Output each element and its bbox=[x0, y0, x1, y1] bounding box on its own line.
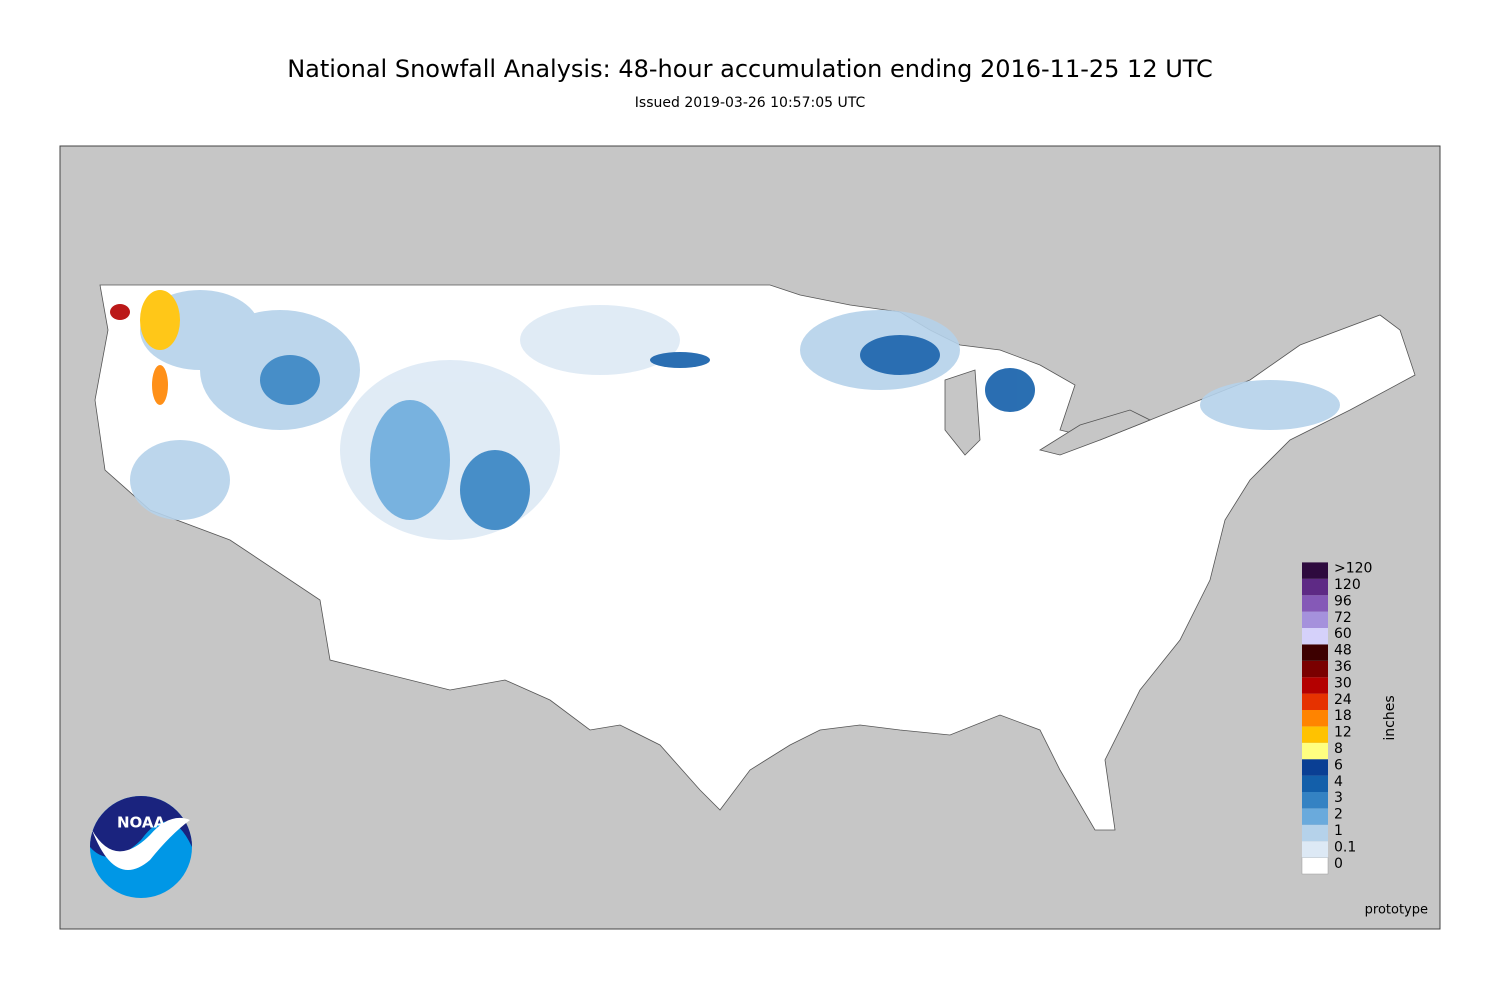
legend-swatch bbox=[1302, 595, 1328, 612]
subtitle: Issued 2019-03-26 10:57:05 UTC bbox=[635, 95, 866, 111]
legend-label: 6 bbox=[1334, 757, 1343, 773]
legend-swatch bbox=[1302, 841, 1328, 858]
legend-label: 12 bbox=[1334, 725, 1352, 741]
legend: inches 00.1123468121824303648607296120>1… bbox=[1301, 561, 1398, 875]
snow bbox=[520, 305, 680, 375]
legend-swatch bbox=[1302, 677, 1328, 694]
legend-swatch bbox=[1302, 578, 1328, 596]
legend-swatch bbox=[1302, 628, 1328, 645]
legend-swatch bbox=[1302, 726, 1328, 743]
snow bbox=[130, 440, 230, 520]
legend-label: 48 bbox=[1334, 643, 1352, 659]
legend-label: 0 bbox=[1334, 856, 1343, 872]
legend-label: 4 bbox=[1334, 774, 1343, 790]
legend-swatch bbox=[1302, 792, 1328, 809]
legend-label: 60 bbox=[1334, 626, 1352, 642]
logo-gull bbox=[92, 817, 190, 870]
map bbox=[59, 145, 1441, 930]
legend-label: 96 bbox=[1334, 593, 1352, 609]
legend-swatch bbox=[1302, 775, 1328, 792]
legend-label: 72 bbox=[1334, 610, 1352, 626]
snow bbox=[370, 400, 450, 520]
logo-top bbox=[90, 796, 192, 857]
legend-label: 1 bbox=[1334, 823, 1343, 839]
footer-note: prototype bbox=[1365, 903, 1428, 918]
legend-label: 3 bbox=[1334, 790, 1343, 806]
legend-swatch bbox=[1302, 693, 1328, 710]
lake-erie bbox=[1038, 409, 1151, 456]
legend-label: 36 bbox=[1334, 659, 1352, 675]
title: National Snowfall Analysis: 48-hour accu… bbox=[287, 55, 1213, 83]
legend-swatch bbox=[1302, 660, 1328, 678]
logo-text: NOAA bbox=[117, 814, 166, 832]
snow bbox=[260, 355, 320, 405]
legend-swatch bbox=[1302, 742, 1328, 760]
legend-label: 8 bbox=[1334, 741, 1343, 757]
legend-swatch bbox=[1302, 710, 1328, 727]
legend-label: 18 bbox=[1334, 708, 1352, 724]
legend-label: 30 bbox=[1334, 675, 1352, 691]
noaa-logo: NOAA bbox=[90, 796, 192, 898]
snow bbox=[460, 450, 530, 530]
legend-label: 2 bbox=[1334, 807, 1343, 823]
legend-swatch bbox=[1302, 562, 1328, 579]
legend-title: inches bbox=[1382, 695, 1398, 740]
legend-label: 24 bbox=[1334, 692, 1352, 708]
snow bbox=[650, 352, 710, 368]
snow bbox=[985, 368, 1035, 412]
legend-label: >120 bbox=[1334, 561, 1372, 577]
snow-areas bbox=[110, 290, 1340, 540]
legend-label: 0.1 bbox=[1334, 839, 1356, 855]
snow bbox=[1200, 380, 1340, 430]
snow bbox=[860, 335, 940, 375]
snow bbox=[140, 290, 180, 350]
legend-swatch bbox=[1302, 759, 1328, 776]
snow bbox=[110, 304, 130, 320]
snow bbox=[152, 365, 168, 405]
legend-swatch bbox=[1302, 611, 1328, 628]
legend-swatch bbox=[1302, 824, 1328, 842]
legend-label: 120 bbox=[1334, 577, 1361, 593]
legend-swatch bbox=[1301, 857, 1329, 875]
lake-michigan bbox=[944, 369, 981, 456]
legend-swatch bbox=[1302, 644, 1328, 661]
legend-swatch bbox=[1302, 808, 1328, 825]
